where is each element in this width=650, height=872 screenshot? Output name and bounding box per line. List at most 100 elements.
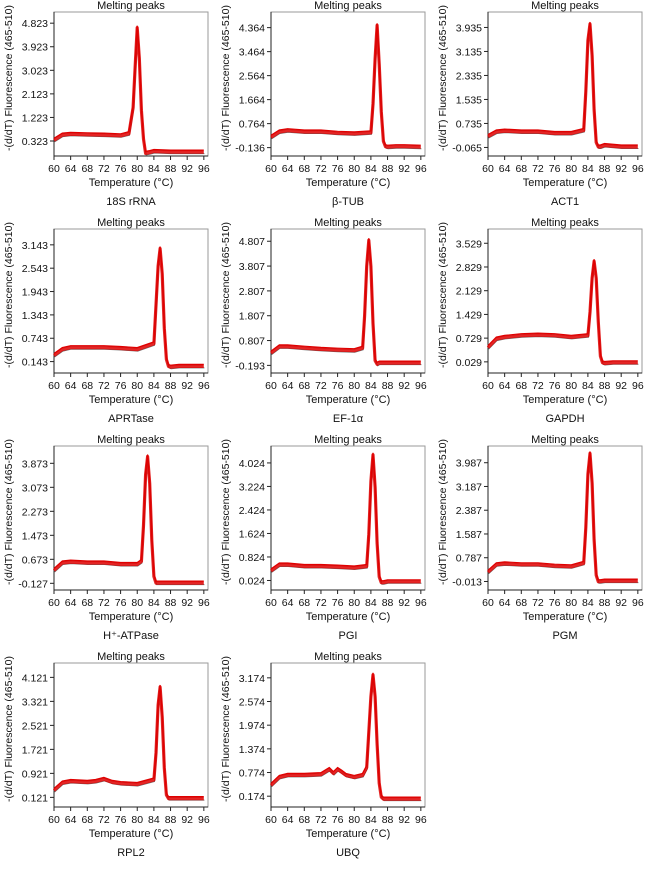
x-tick-label: 80	[348, 814, 360, 826]
chart-title: Melting peaks	[97, 434, 165, 446]
x-tick-label: 96	[415, 163, 427, 175]
x-tick-label: 92	[615, 597, 627, 609]
replicate-trace	[488, 262, 639, 366]
chart-title: Melting peaks	[97, 651, 165, 663]
panel-caption: 18S rRNA	[106, 196, 156, 208]
x-tick-label: 88	[165, 814, 177, 826]
x-tick-label: 68	[81, 380, 93, 392]
y-axis-label: -(d/dT) Fluorescence (465-510)	[3, 5, 15, 151]
x-axis-label: Temperature (°C)	[306, 611, 390, 623]
chart-svg: Melting peaks -0.193 0.807 1.807 2.807 3.807 4…	[220, 217, 427, 425]
x-tick-label: 92	[181, 380, 193, 392]
x-axis-label: Temperature (°C)	[306, 177, 390, 189]
y-tick-label: -0.013	[452, 576, 482, 588]
x-axis-label: Temperature (°C)	[89, 611, 173, 623]
x-tick-label: 92	[181, 814, 193, 826]
chart-svg: Melting peaks 0.143 0.743 1.343 1.943 2.543 3.…	[3, 217, 210, 425]
chart-panel: Melting peaks 0.323 1.223 2.123 3.023 3.923 4.…	[0, 0, 216, 216]
chart-title: Melting peaks	[97, 0, 165, 12]
y-tick-label: 0.029	[456, 357, 482, 369]
y-tick-label: 0.774	[239, 768, 265, 780]
y-tick-label: 3.923	[22, 42, 48, 54]
y-axis-label: -(d/dT) Fluorescence (465-510)	[437, 439, 449, 585]
x-tick-label: 60	[482, 380, 494, 392]
x-tick-label: 88	[165, 380, 177, 392]
y-tick-label: 0.743	[22, 333, 48, 345]
replicate-trace	[487, 22, 638, 147]
series-line	[53, 684, 204, 798]
x-tick-label: 92	[398, 380, 410, 392]
x-tick-label: 64	[282, 163, 294, 175]
x-tick-label: 72	[532, 597, 544, 609]
y-tick-label: 1.587	[456, 529, 482, 541]
y-tick-label: 3.023	[22, 65, 48, 77]
y-tick-label: 2.335	[456, 70, 482, 82]
x-tick-label: 64	[499, 597, 511, 609]
x-tick-label: 76	[549, 380, 561, 392]
x-tick-label: 64	[282, 380, 294, 392]
x-tick-label: 68	[298, 814, 310, 826]
x-tick-label: 80	[565, 380, 577, 392]
x-tick-label: 88	[382, 814, 394, 826]
x-tick-label: 80	[348, 597, 360, 609]
y-axis-label: -(d/dT) Fluorescence (465-510)	[3, 439, 15, 585]
series-line	[487, 451, 638, 581]
x-tick-label: 76	[115, 380, 127, 392]
y-tick-label: 0.143	[22, 357, 48, 369]
x-axis-label: Temperature (°C)	[306, 828, 390, 840]
plot-frame	[270, 662, 426, 808]
y-tick-label: -0.136	[235, 143, 265, 155]
x-tick-label: 80	[131, 380, 143, 392]
replicate-trace	[270, 453, 421, 582]
y-tick-label: -0.127	[18, 578, 48, 590]
x-tick-label: 68	[298, 380, 310, 392]
chart-title: Melting peaks	[314, 651, 382, 663]
y-tick-label: 2.564	[239, 71, 265, 83]
x-tick-label: 60	[48, 380, 60, 392]
y-tick-label: 3.143	[22, 240, 48, 252]
x-tick-label: 88	[599, 380, 611, 392]
x-tick-label: 80	[348, 380, 360, 392]
panel-caption: PGI	[339, 630, 358, 642]
plot-frame	[53, 228, 209, 374]
x-tick-label: 64	[282, 597, 294, 609]
y-axis-label: -(d/dT) Fluorescence (465-510)	[437, 5, 449, 151]
x-tick-label: 84	[148, 163, 160, 175]
x-tick-label: 68	[81, 597, 93, 609]
series-line	[269, 673, 421, 801]
y-tick-label: 4.121	[22, 672, 48, 684]
y-axis-label: -(d/dT) Fluorescence (465-510)	[220, 222, 232, 368]
y-tick-label: 2.129	[456, 286, 482, 298]
x-axis-label: Temperature (°C)	[523, 177, 607, 189]
y-tick-label: 0.787	[456, 553, 482, 565]
y-tick-label: 3.935	[456, 22, 482, 34]
x-axis-label: Temperature (°C)	[523, 611, 607, 623]
series-line	[270, 238, 421, 364]
chart-panel: Melting peaks 0.024 0.824 1.624 2.424 3.224 4.…	[217, 434, 433, 650]
y-tick-label: 1.974	[239, 720, 265, 732]
x-tick-label: 80	[565, 597, 577, 609]
chart-panel: Melting peaks 0.143 0.743 1.343 1.943 2.543 3.…	[0, 217, 216, 433]
chart-title: Melting peaks	[314, 434, 382, 446]
x-tick-label: 76	[332, 163, 344, 175]
replicate-trace	[270, 24, 421, 147]
y-tick-label: 1.429	[456, 309, 482, 321]
chart-svg: Melting peaks -0.136 0.764 1.664 2.564 3.464 4…	[220, 0, 427, 208]
series-line	[270, 452, 421, 582]
x-tick-label: 80	[348, 163, 360, 175]
series-line	[270, 672, 421, 798]
x-tick-label: 68	[81, 814, 93, 826]
x-tick-label: 88	[382, 597, 394, 609]
y-axis-label: -(d/dT) Fluorescence (465-510)	[220, 439, 232, 585]
x-tick-label: 64	[499, 380, 511, 392]
x-tick-label: 72	[98, 380, 110, 392]
series-line	[270, 23, 421, 146]
panel-caption: UBQ	[336, 847, 360, 859]
x-tick-label: 84	[148, 597, 160, 609]
y-tick-label: 3.873	[22, 458, 48, 470]
y-tick-label: 3.073	[22, 482, 48, 494]
panel-caption: PGM	[552, 630, 577, 642]
chart-svg: Melting peaks -0.127 0.673 1.473 2.273 3.073 3…	[3, 434, 210, 642]
y-tick-label: 0.121	[22, 792, 48, 804]
series-line	[53, 454, 204, 582]
